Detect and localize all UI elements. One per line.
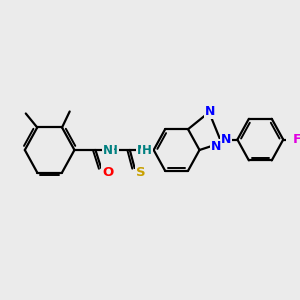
- Text: H: H: [108, 143, 118, 157]
- Text: N: N: [137, 143, 147, 157]
- Text: N: N: [103, 143, 113, 157]
- Text: H: H: [142, 143, 152, 157]
- Text: N: N: [205, 105, 215, 118]
- Text: N: N: [221, 133, 231, 146]
- Text: F: F: [293, 133, 300, 146]
- Text: O: O: [102, 166, 113, 178]
- Text: N: N: [211, 140, 221, 152]
- Text: S: S: [136, 166, 146, 178]
